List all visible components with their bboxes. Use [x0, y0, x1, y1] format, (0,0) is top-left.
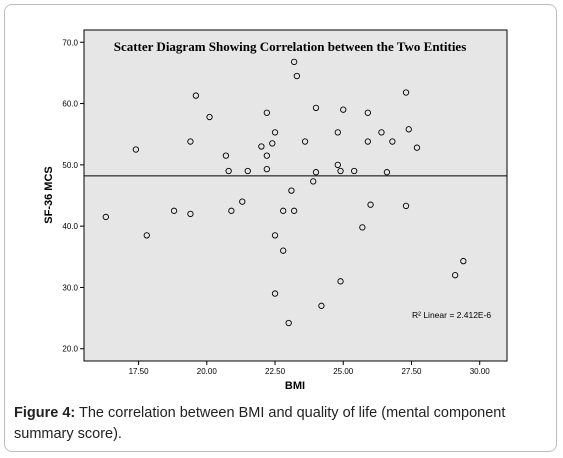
scatter-point: [263, 109, 270, 116]
scatter-point: [413, 144, 421, 151]
scatter-point: [318, 302, 325, 309]
scatter-point: [143, 232, 150, 239]
scatter-point: [285, 319, 292, 327]
scatter-point: [263, 152, 270, 159]
scatter-point: [337, 278, 344, 285]
x-axis-label: BMI: [285, 380, 305, 392]
scatter-point: [271, 232, 279, 239]
scatter-point: [301, 138, 309, 145]
scatter-point: [364, 138, 371, 145]
scatter-point: [293, 72, 301, 80]
scatter-point: [364, 109, 371, 116]
scatter-point: [228, 207, 235, 214]
y-tick-label: 20.0: [62, 345, 78, 354]
scatter-point: [192, 92, 200, 99]
x-tick-label: 30.00: [470, 367, 491, 376]
scatter-point: [280, 207, 287, 214]
scatter-chart: Scatter Diagram Showing Correlation betw…: [43, 29, 508, 392]
x-tick-label: 17.50: [129, 367, 150, 376]
scatter-point: [334, 161, 341, 169]
scatter-point: [340, 106, 347, 113]
y-tick-label: 60.0: [62, 100, 78, 109]
scatter-point: [334, 129, 341, 136]
scatter-point: [288, 187, 295, 194]
scatter-point: [187, 210, 194, 218]
scatter-point: [206, 113, 213, 121]
scatter-point: [451, 272, 459, 279]
scatter-point: [280, 247, 287, 254]
scatter-point: [402, 202, 410, 210]
scatter-point: [402, 89, 410, 96]
caption-label: Figure 4:: [14, 405, 76, 421]
figure-caption: Figure 4: The correlation between BMI an…: [14, 403, 549, 445]
scatter-point: [102, 213, 109, 221]
r-squared-label: R² Linear = 2.412E-6: [412, 310, 491, 320]
scatter-point: [389, 138, 396, 145]
scatter-point: [271, 290, 279, 297]
scatter-point: [263, 165, 270, 173]
y-tick-label: 30.0: [62, 283, 78, 292]
scatter-point: [244, 167, 251, 175]
scatter-point: [222, 152, 230, 159]
x-axis-ticks: 17.50 20.00 22.50 25.00 27.50 30.00: [129, 361, 491, 376]
scatter-point: [225, 167, 232, 175]
caption-text: The correlation between BMI and quality …: [14, 405, 506, 442]
x-tick-label: 27.50: [401, 367, 422, 376]
scatter-point: [359, 224, 366, 231]
scatter-point: [378, 129, 385, 136]
scatter-point: [290, 207, 298, 214]
scatter-point: [383, 169, 391, 176]
scatter-point: [460, 257, 467, 265]
scatter-point: [312, 169, 320, 176]
scatter-point: [337, 167, 344, 175]
scatter-point: [269, 140, 276, 147]
y-tick-label: 40.0: [62, 222, 78, 231]
plot-area: [83, 29, 508, 362]
y-tick-label: 50.0: [62, 161, 78, 170]
scatter-point: [351, 167, 358, 175]
x-tick-label: 22.50: [265, 367, 286, 376]
scatter-point: [187, 138, 194, 145]
scatter-point: [405, 126, 412, 133]
scatter-point: [258, 143, 265, 150]
x-tick-label: 25.00: [333, 367, 354, 376]
y-tick-label: 70.0: [62, 38, 78, 47]
scatter-point: [271, 129, 279, 136]
scatter-point: [367, 201, 374, 208]
scatter-point: [239, 198, 246, 205]
data-points: [102, 58, 467, 327]
y-axis-ticks: 20.0 30.0 40.0 50.0 60.0 70.0: [62, 38, 84, 354]
scatter-point: [170, 207, 178, 214]
scatter-point: [132, 146, 140, 153]
x-tick-label: 20.00: [197, 367, 218, 376]
scatter-point: [312, 104, 320, 111]
scatter-point: [310, 178, 317, 185]
scatter-point: [290, 58, 298, 66]
y-axis-label: SF-36 MCS: [43, 166, 55, 223]
chart-title: Scatter Diagram Showing Correlation betw…: [114, 39, 467, 54]
